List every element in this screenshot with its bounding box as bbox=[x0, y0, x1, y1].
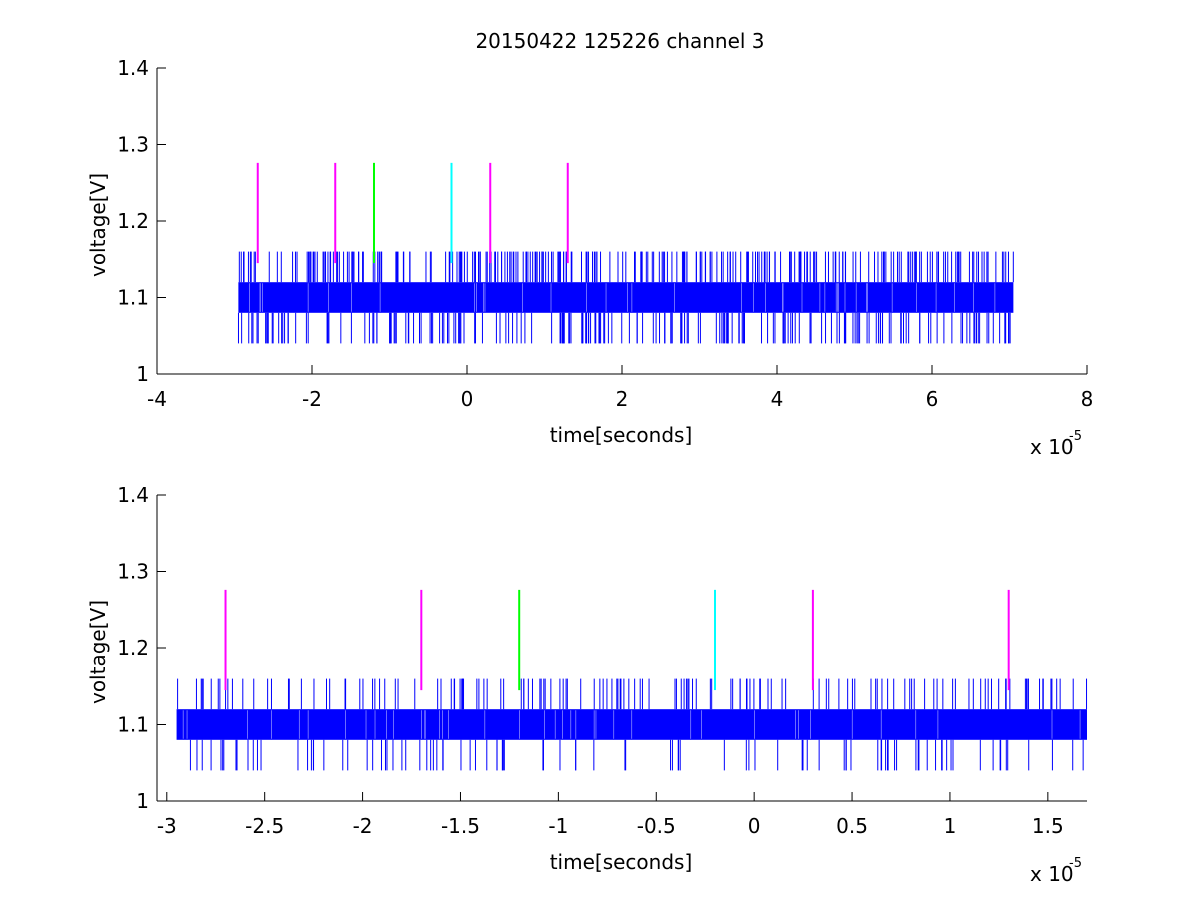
y-tick-label: 1.1 bbox=[117, 713, 149, 737]
y-axis-label: voltage[V] bbox=[86, 173, 110, 277]
x-tick-label: 2 bbox=[616, 387, 629, 411]
x-axis-multiplier: x 10-5 bbox=[1030, 856, 1082, 886]
x-tick-label: 6 bbox=[926, 387, 939, 411]
y-tick-label: 1 bbox=[136, 789, 149, 813]
y-tick-label: 1.2 bbox=[117, 636, 149, 660]
y-tick-label: 1.3 bbox=[117, 560, 149, 584]
x-tick-label: -0.5 bbox=[637, 814, 676, 838]
x-axis-multiplier: x 10-5 bbox=[1030, 429, 1082, 459]
x-axis-label: time[seconds] bbox=[550, 850, 693, 874]
x-multiplier-exponent: -5 bbox=[1069, 856, 1082, 871]
x-tick-label: -2 bbox=[353, 814, 373, 838]
y-tick-label: 1 bbox=[136, 362, 149, 386]
signal-trace bbox=[237, 251, 1014, 344]
x-multiplier-base: x 10 bbox=[1030, 862, 1074, 886]
x-tick-label: 0.5 bbox=[836, 814, 868, 838]
x-tick-label: -2.5 bbox=[245, 814, 284, 838]
x-tick-label: -2 bbox=[302, 387, 322, 411]
x-tick-label: -4 bbox=[147, 387, 167, 411]
y-tick-label: 1.3 bbox=[117, 133, 149, 157]
y-tick-label: 1.4 bbox=[117, 483, 149, 507]
x-tick-label: -1 bbox=[548, 814, 568, 838]
x-tick-label: 1.5 bbox=[1032, 814, 1064, 838]
y-tick-label: 1.1 bbox=[117, 286, 149, 310]
x-axis-label: time[seconds] bbox=[550, 423, 693, 447]
y-tick-label: 1.4 bbox=[117, 56, 149, 80]
y-tick-label: 1.2 bbox=[117, 209, 149, 233]
x-tick-label: -1.5 bbox=[441, 814, 480, 838]
x-tick-label: 0 bbox=[748, 814, 761, 838]
figure-title: 20150422 125226 channel 3 bbox=[475, 29, 764, 53]
bottom-subplot: -3 -2.5 -2 -1.5 -1 -0.5 0 0.5 1 1.5 1 1.1 1.2 1.3 1.4 t… bbox=[86, 483, 1088, 886]
top-subplot: -4 -2 0 2 4 6 8 1 1.1 1.2 1.3 1.4 time[seconds] volta… bbox=[86, 56, 1093, 459]
y-axis-label: voltage[V] bbox=[86, 600, 110, 704]
x-multiplier-base: x 10 bbox=[1030, 435, 1074, 459]
x-tick-label: 1 bbox=[944, 814, 957, 838]
x-tick-label: 8 bbox=[1081, 387, 1094, 411]
signal-band bbox=[238, 282, 1014, 313]
x-tick-label: -3 bbox=[157, 814, 177, 838]
signal-trace bbox=[176, 678, 1088, 771]
x-tick-label: 0 bbox=[461, 387, 474, 411]
x-multiplier-exponent: -5 bbox=[1069, 429, 1082, 444]
x-tick-label: 4 bbox=[771, 387, 784, 411]
